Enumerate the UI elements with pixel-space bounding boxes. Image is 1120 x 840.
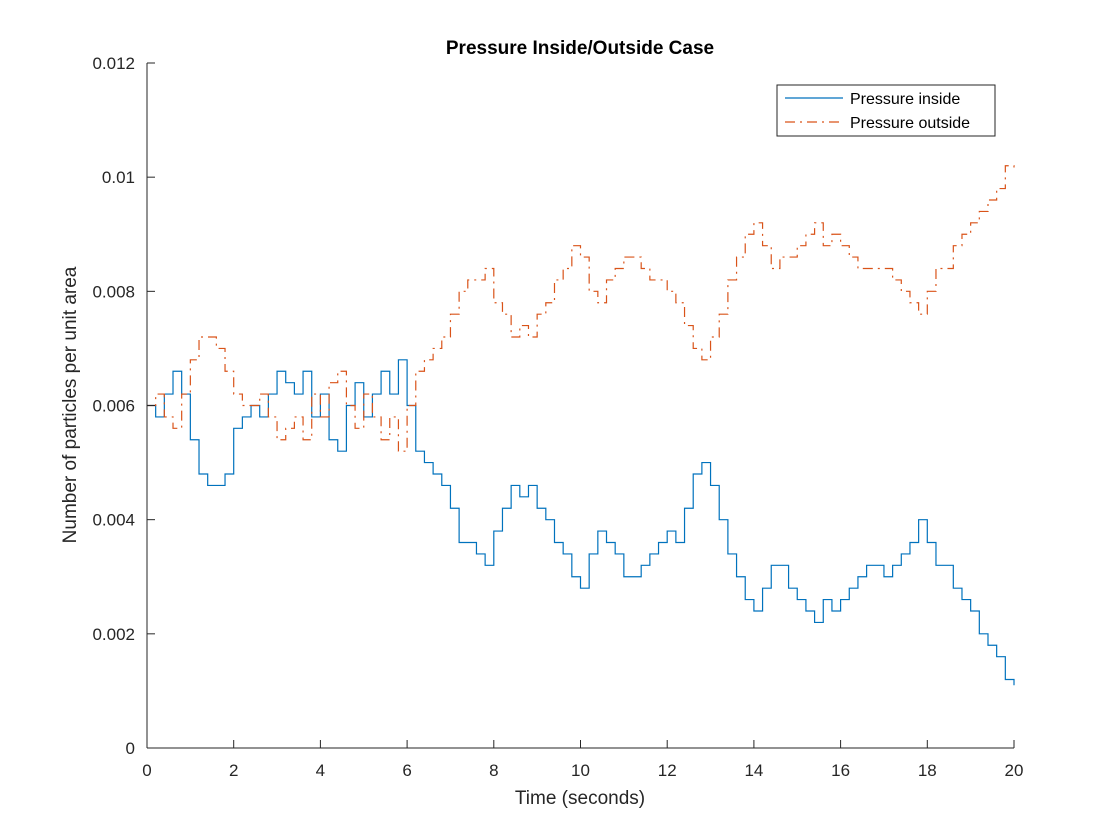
- y-tick-label: 0.012: [92, 54, 135, 73]
- x-tick-label: 12: [658, 761, 677, 780]
- y-tick-label: 0.004: [92, 511, 135, 530]
- x-ticks: 0 2 4 6 8 10 12 14 16 18 20: [142, 740, 1023, 780]
- x-tick-label: 0: [142, 761, 151, 780]
- x-tick-label: 8: [489, 761, 498, 780]
- y-tick-label: 0: [126, 739, 135, 758]
- legend-box: [776, 84, 996, 137]
- x-tick-label: 16: [831, 761, 850, 780]
- y-tick-label: 0.008: [92, 282, 135, 301]
- y-axis-label: Number of particles per unit area: [60, 266, 81, 543]
- x-tick-label: 10: [571, 761, 590, 780]
- y-tick-label: 0.01: [102, 168, 135, 187]
- x-tick-label: 14: [744, 761, 763, 780]
- x-tick-label: 20: [1005, 761, 1024, 780]
- y-ticks: 0 0.002 0.004 0.006 0.008 0.01 0.012: [92, 54, 155, 758]
- series-layer: [147, 165, 1015, 686]
- x-tick-label: 6: [402, 761, 411, 780]
- chart-title: Pressure Inside/Outside Case: [446, 38, 714, 59]
- x-tick-label: 4: [316, 761, 325, 780]
- legend-label-pressure-outside: Pressure outside: [850, 115, 970, 132]
- x-tick-label: 18: [918, 761, 937, 780]
- y-tick-label: 0.002: [92, 625, 135, 644]
- legend: Pressure inside Pressure outside: [776, 84, 996, 137]
- y-tick-label: 0.006: [92, 397, 135, 416]
- series-line-pressure-inside: [147, 359, 1015, 686]
- x-tick-label: 2: [229, 761, 238, 780]
- legend-label-pressure-inside: Pressure inside: [850, 91, 960, 108]
- x-axis-label: Time (seconds): [515, 788, 645, 809]
- plot-area: [147, 63, 1014, 748]
